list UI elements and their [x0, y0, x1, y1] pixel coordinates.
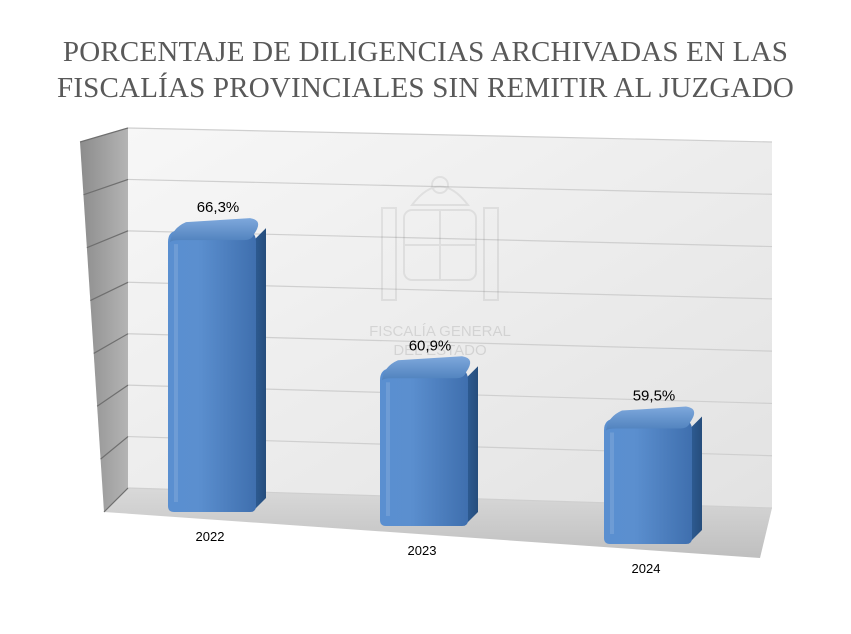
bar-2023	[380, 356, 478, 526]
back-wall	[128, 128, 772, 508]
watermark-text-2: DEL ESTADO	[393, 342, 486, 359]
labels-group: 66,3% 2022 60,9% 2023 59,5% 2024	[196, 199, 676, 576]
bar-front	[168, 230, 256, 512]
bar-2024	[604, 406, 702, 544]
gridline-side	[96, 384, 129, 407]
category-label-2024: 2024	[632, 561, 661, 576]
bar-highlight	[174, 244, 178, 502]
bar-highlight	[386, 382, 390, 516]
side-wall	[80, 128, 128, 512]
gridline-side	[86, 230, 129, 249]
bar-top	[606, 406, 695, 431]
watermark-text-1: FISCALÍA GENERAL	[369, 323, 511, 340]
gridline-side	[79, 127, 129, 143]
category-label-2022: 2022	[196, 529, 225, 544]
gridline-side	[90, 281, 129, 302]
gridline-side	[83, 178, 129, 196]
bar-top	[382, 356, 471, 381]
data-label-2024: 59,5%	[633, 388, 676, 405]
bar-top	[170, 218, 259, 243]
bars-group	[168, 218, 702, 544]
data-label-2022: 66,3%	[197, 199, 240, 216]
chart-title: PORCENTAJE DE DILIGENCIAS ARCHIVADAS EN …	[0, 34, 851, 106]
bar-2022	[168, 218, 266, 512]
chart-title-line-1: PORCENTAJE DE DILIGENCIAS ARCHIVADAS EN …	[62, 36, 789, 68]
watermark-seal	[381, 176, 499, 301]
bar-front	[604, 418, 692, 544]
gridline-back	[127, 127, 773, 143]
bar-front	[380, 368, 468, 526]
data-label-2023: 60,9%	[409, 337, 452, 354]
gridline-side	[100, 436, 129, 460]
bar-highlight	[610, 432, 614, 534]
gridline-side	[93, 333, 129, 354]
category-label-2023: 2023	[408, 543, 437, 558]
gridline-side	[103, 487, 129, 513]
gridline-back	[127, 178, 773, 195]
chart-title-line-2: FISCALÍAS PROVINCIALES SIN REMITIR AL JU…	[57, 72, 794, 104]
